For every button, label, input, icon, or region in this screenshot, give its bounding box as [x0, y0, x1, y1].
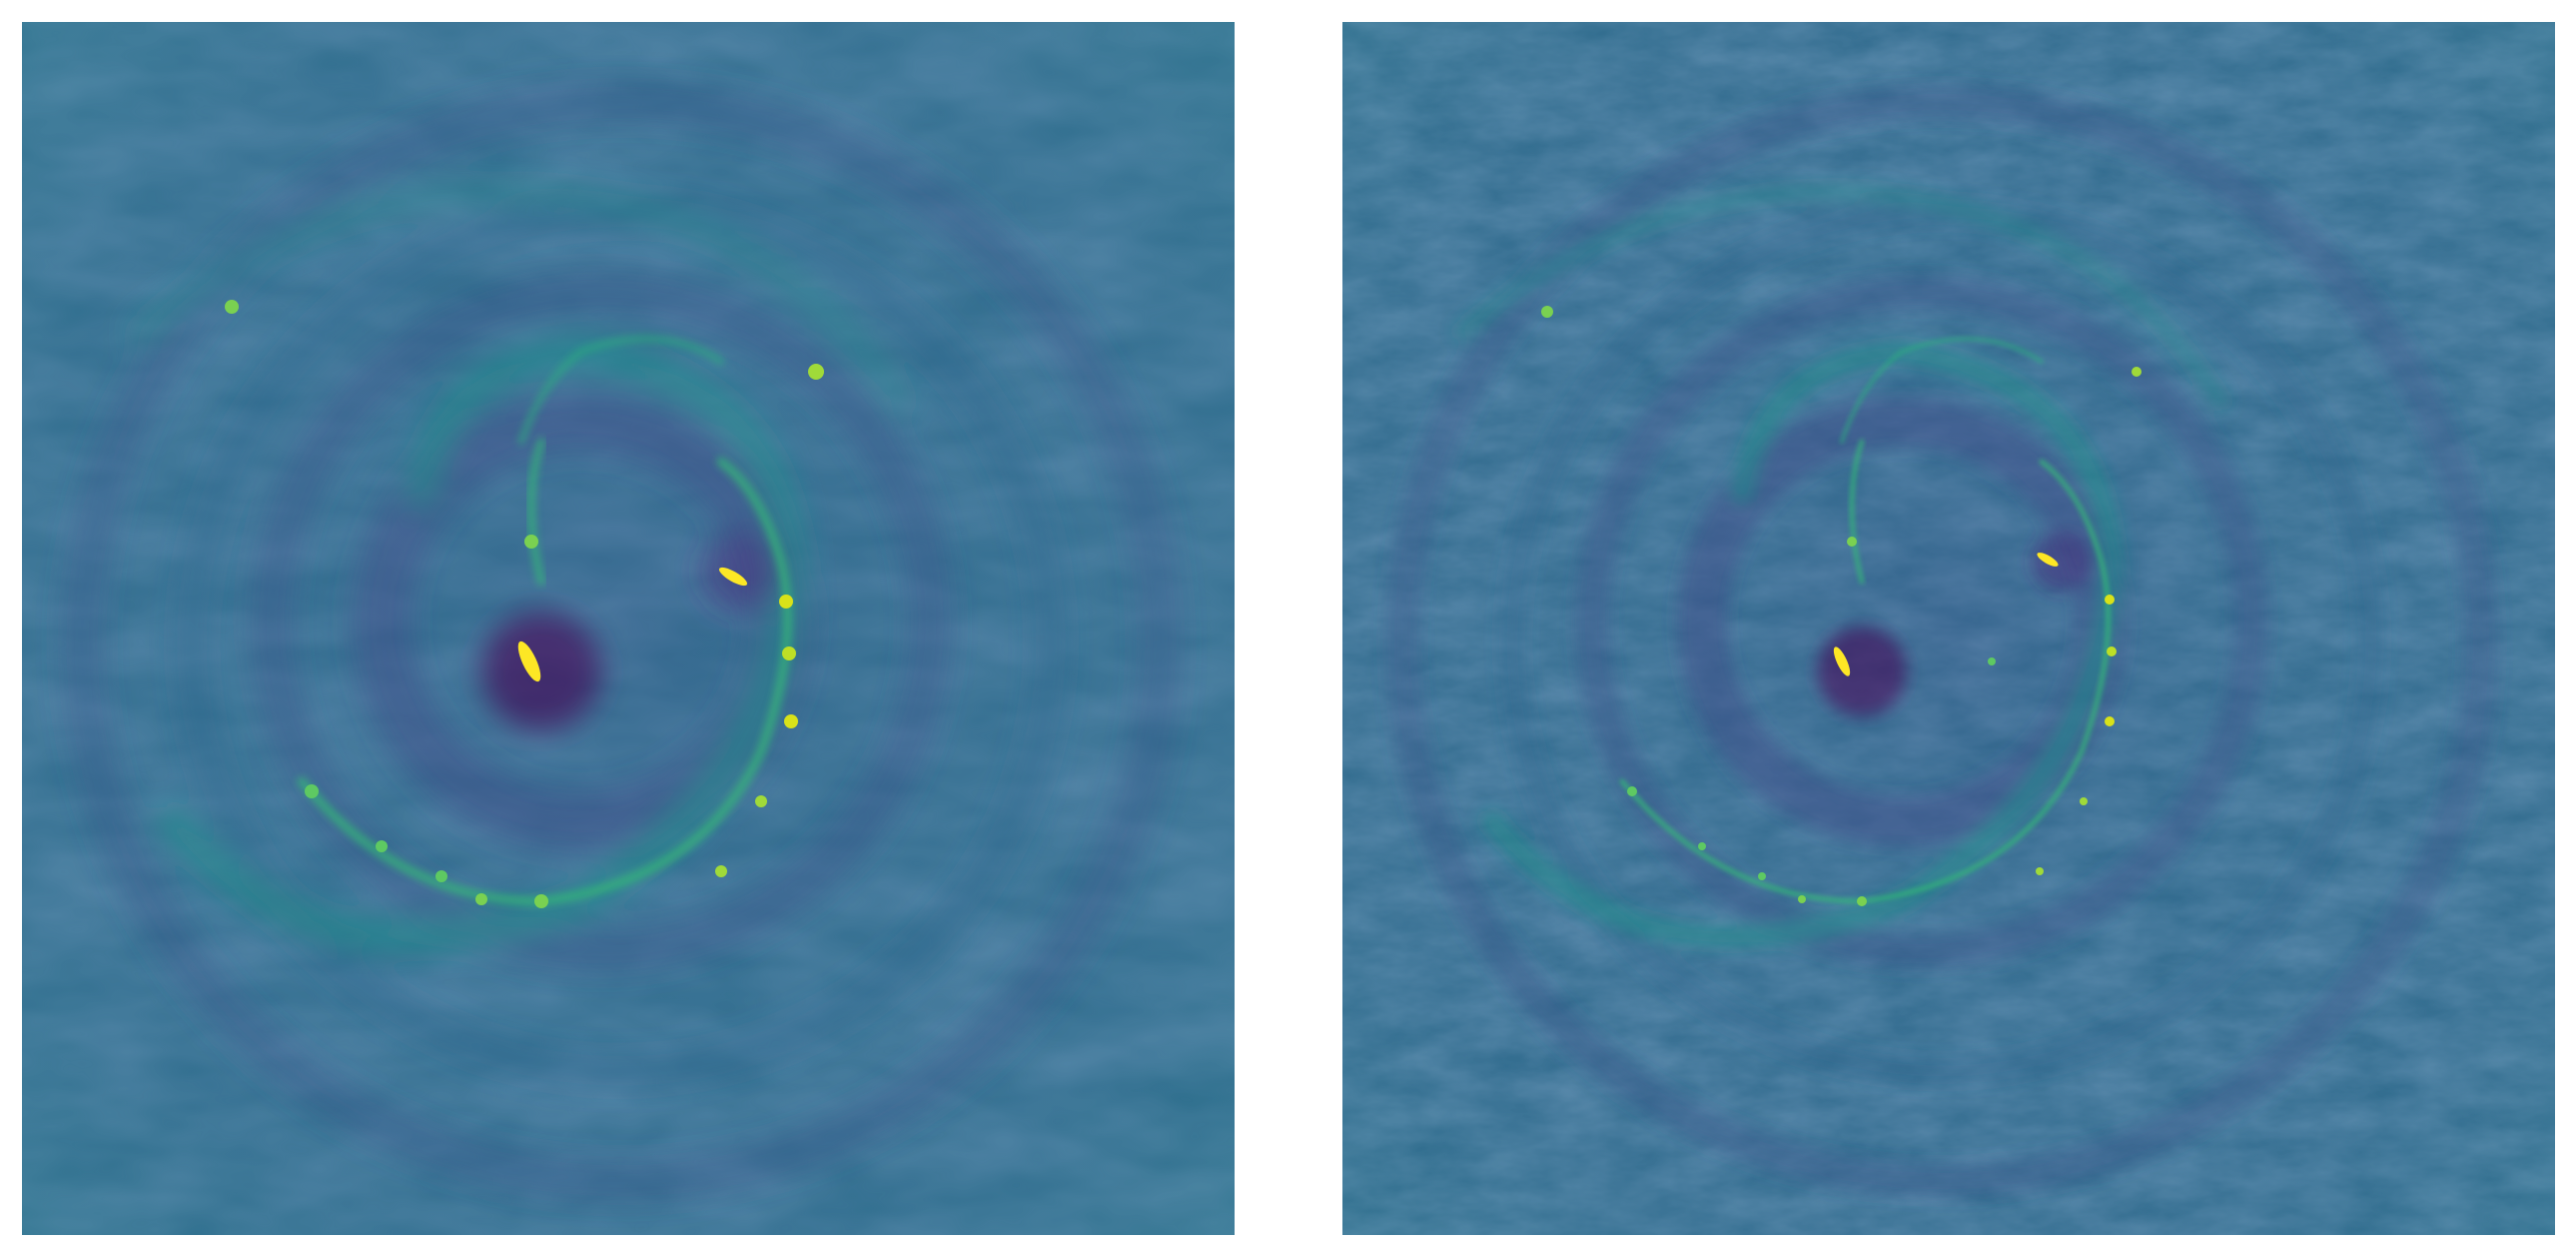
image-canvas-left — [22, 22, 1235, 1235]
spiral-image-right — [1342, 22, 2555, 1235]
image-canvas-right — [1342, 22, 2555, 1235]
spiral-image-left — [22, 22, 1235, 1235]
